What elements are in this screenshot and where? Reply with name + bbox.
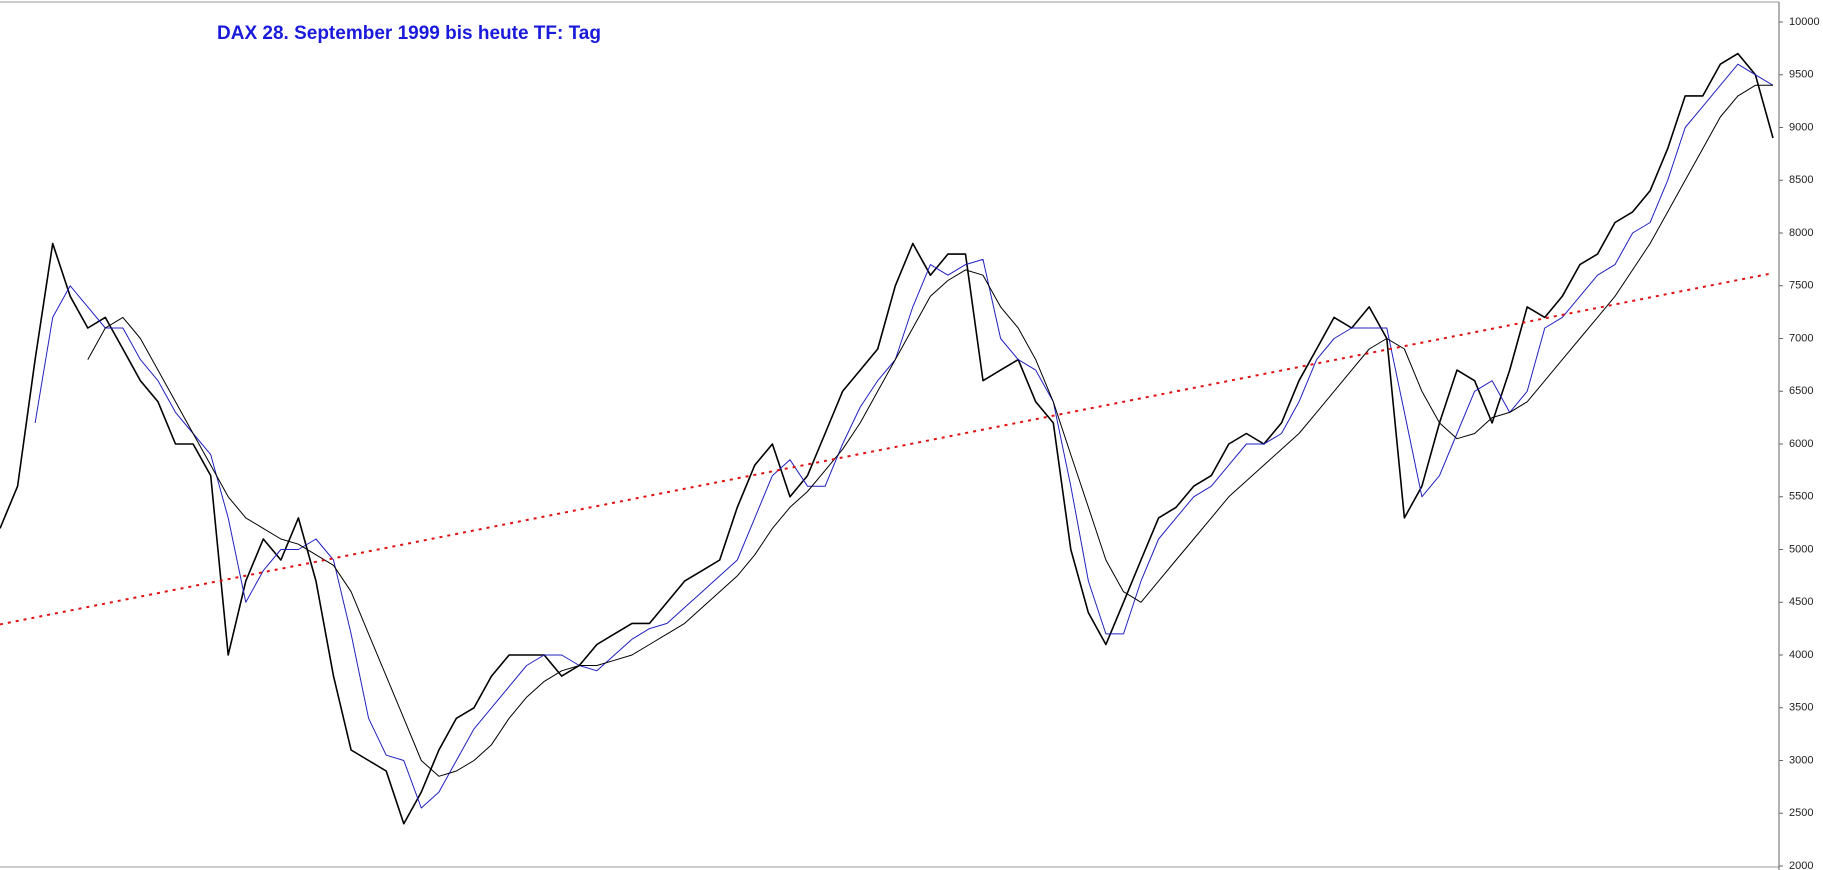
y-tick-label: 8500 (1789, 174, 1813, 186)
series-line (0, 52, 1774, 825)
y-tick-label: 2500 (1789, 807, 1813, 819)
series-line (34, 63, 1774, 809)
y-tick-label: 7000 (1789, 332, 1813, 344)
y-tick-label: 5000 (1789, 543, 1813, 555)
y-tick-label: 9000 (1789, 121, 1813, 133)
y-tick-label: 3500 (1789, 702, 1813, 714)
y-tick-label: 10000 (1789, 16, 1820, 28)
y-tick-label: 9500 (1789, 69, 1813, 81)
series-line (87, 84, 1773, 777)
y-tick-label: 2000 (1789, 860, 1813, 870)
chart-title: DAX 28. September 1999 bis heute TF: Tag (217, 23, 601, 44)
y-tick-label: 4500 (1789, 596, 1813, 608)
y-tick-label: 8000 (1789, 227, 1813, 239)
y-tick-label: 4000 (1789, 649, 1813, 661)
y-tick-label: 3000 (1789, 754, 1813, 766)
y-tick-label: 7500 (1789, 280, 1813, 292)
y-tick-label: 6500 (1789, 385, 1813, 397)
y-tick-label: 6000 (1789, 438, 1813, 450)
series-line (0, 272, 1774, 626)
y-tick-label: 5500 (1789, 491, 1813, 503)
